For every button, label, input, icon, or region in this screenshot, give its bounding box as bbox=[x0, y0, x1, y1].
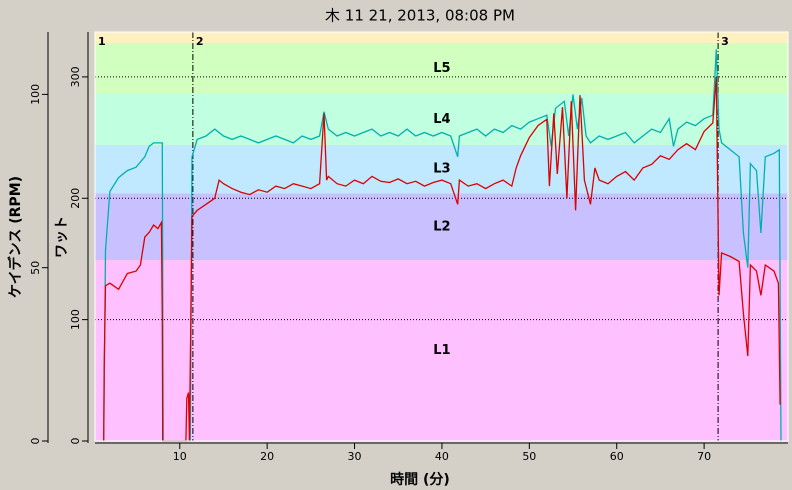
x-axis-title: 時間 (分) bbox=[390, 471, 450, 488]
lap-label: 2 bbox=[196, 35, 204, 48]
y-axis-title: ワット bbox=[54, 216, 70, 258]
y2-axis-title: ケイデンス (RPM) bbox=[7, 176, 24, 298]
zone-label: L1 bbox=[433, 343, 450, 358]
zone-label: L5 bbox=[433, 61, 450, 76]
x-tick-label: 60 bbox=[610, 450, 624, 463]
y2-tick-label: 100 bbox=[29, 84, 42, 105]
x-tick-label: 70 bbox=[697, 450, 711, 463]
y2-tick-label: 0 bbox=[29, 438, 42, 445]
x-tick-label: 30 bbox=[348, 450, 362, 463]
series-line bbox=[103, 49, 782, 442]
y2-tick-label: 50 bbox=[29, 261, 42, 275]
zone-band bbox=[95, 260, 788, 441]
x-tick-label: 10 bbox=[173, 450, 187, 463]
zone-band bbox=[95, 42, 788, 94]
zone-label: L2 bbox=[433, 219, 450, 234]
y-tick-label: 200 bbox=[69, 188, 82, 209]
zone-label: L3 bbox=[433, 162, 450, 177]
chart-title: 木 11 21, 2013, 08:08 PM bbox=[325, 7, 515, 25]
zone-label: L4 bbox=[433, 112, 450, 127]
zone-band bbox=[95, 193, 788, 261]
x-tick-label: 40 bbox=[435, 450, 449, 463]
x-tick-label: 50 bbox=[522, 450, 536, 463]
y-tick-label: 300 bbox=[69, 66, 82, 87]
lap-label: 3 bbox=[721, 35, 729, 48]
x-tick-label: 20 bbox=[260, 450, 274, 463]
plot-frame bbox=[94, 31, 789, 442]
series-line bbox=[103, 76, 781, 442]
y-tick-label: 100 bbox=[69, 309, 82, 330]
zone-band bbox=[95, 144, 788, 194]
y-tick-label: 0 bbox=[69, 438, 82, 445]
lap-label: 1 bbox=[98, 35, 106, 48]
